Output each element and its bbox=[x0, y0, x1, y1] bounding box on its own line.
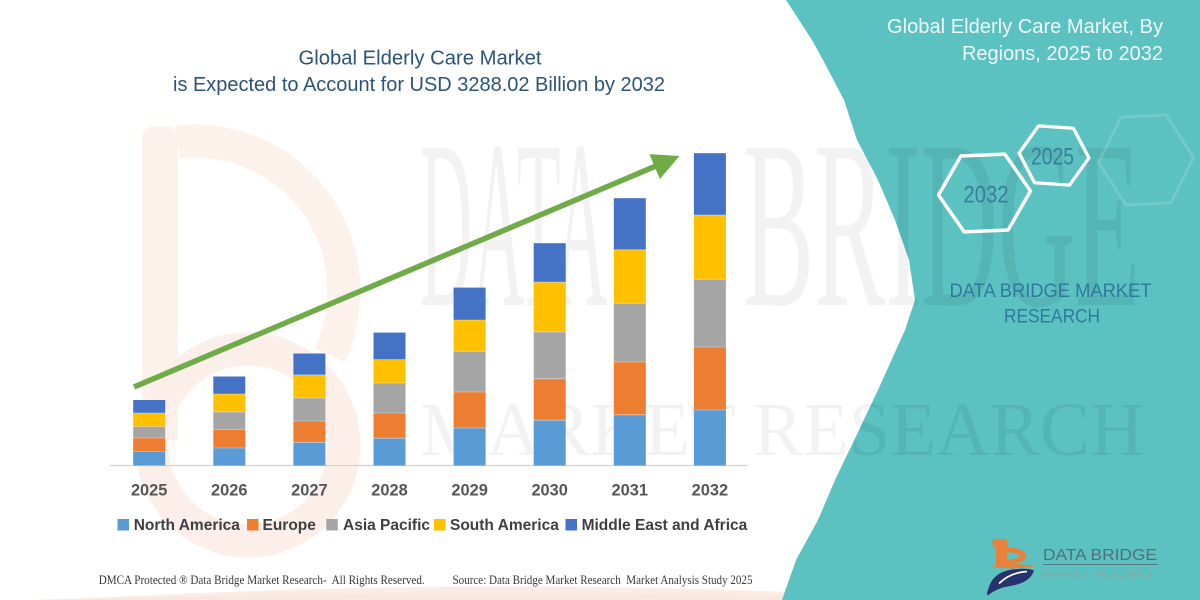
svg-text:DATA BRIDGE: DATA BRIDGE bbox=[1043, 547, 1157, 564]
svg-text:DMCA Protected ® Data Bridge M: DMCA Protected ® Data Bridge Market Rese… bbox=[99, 573, 425, 587]
svg-text:2025: 2025 bbox=[1031, 144, 1074, 171]
svg-text:2027: 2027 bbox=[291, 481, 328, 500]
svg-text:MARKET RESEARCH: MARKET RESEARCH bbox=[1043, 570, 1157, 579]
svg-text:Regions, 2025 to 2032: Regions, 2025 to 2032 bbox=[962, 43, 1163, 65]
svg-text:is Expected to Account for USD: is Expected to Account for USD 3288.02 B… bbox=[173, 74, 665, 96]
svg-text:2030: 2030 bbox=[531, 481, 568, 500]
svg-text:2032: 2032 bbox=[692, 481, 729, 500]
svg-text:North America: North America bbox=[134, 517, 241, 534]
svg-text:Middle East and Africa: Middle East and Africa bbox=[582, 517, 748, 534]
svg-text:South America: South America bbox=[450, 517, 559, 534]
svg-text:2025: 2025 bbox=[131, 481, 168, 500]
svg-text:Global Elderly Care Market: Global Elderly Care Market bbox=[299, 48, 542, 70]
svg-text:Source: Data Bridge Market Res: Source: Data Bridge Market Research Mark… bbox=[453, 573, 753, 587]
svg-text:2029: 2029 bbox=[451, 481, 488, 500]
svg-text:2031: 2031 bbox=[612, 481, 649, 500]
svg-text:Europe: Europe bbox=[263, 517, 317, 534]
svg-text:RESEARCH: RESEARCH bbox=[1004, 306, 1100, 328]
svg-text:2032: 2032 bbox=[964, 182, 1009, 209]
svg-text:2026: 2026 bbox=[211, 481, 248, 500]
svg-text:Global Elderly Care Market, By: Global Elderly Care Market, By bbox=[887, 16, 1163, 38]
svg-text:DATA BRIDGE MARKET: DATA BRIDGE MARKET bbox=[950, 280, 1152, 302]
svg-text:Asia Pacific: Asia Pacific bbox=[343, 517, 430, 534]
svg-text:2028: 2028 bbox=[371, 481, 408, 500]
